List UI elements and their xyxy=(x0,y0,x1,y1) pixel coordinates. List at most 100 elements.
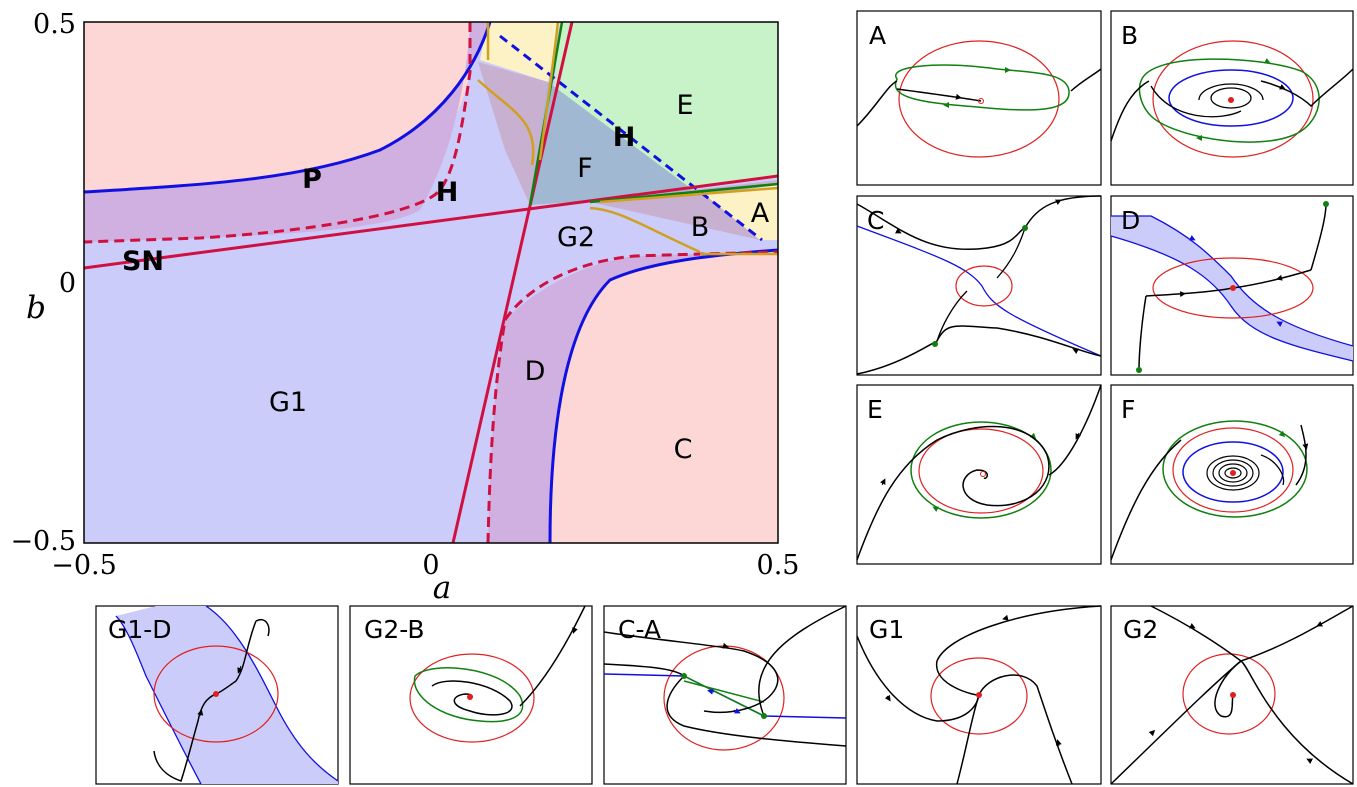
blue-band-fill xyxy=(116,606,338,784)
black-arrow xyxy=(1075,432,1082,440)
black-trajectory xyxy=(1310,203,1327,271)
region-labels: E F A B G2 D C G1 xyxy=(269,90,770,465)
green-cycle xyxy=(1162,420,1308,518)
unit-circle xyxy=(1152,257,1314,319)
unit-circle xyxy=(918,428,1044,514)
bifurcation-diagram: 0.5 0 −0.5 −0.5 0 0.5 a b E F A B G2 D C… xyxy=(10,9,799,606)
blue-manifold xyxy=(1110,235,1354,362)
y-tick-top: 0.5 xyxy=(33,9,76,40)
fixed-point xyxy=(1230,470,1236,476)
black-trajectory xyxy=(1048,384,1102,476)
region-c-fill xyxy=(550,250,778,543)
region-label-e: E xyxy=(676,90,693,121)
fixed-point xyxy=(1228,97,1234,103)
panel-frame xyxy=(1110,195,1354,376)
panel-label-c: C xyxy=(867,206,884,235)
black-trajectory xyxy=(1110,439,1182,561)
black-arrow xyxy=(1302,442,1309,450)
y-tick-mid: 0 xyxy=(59,268,76,299)
curve-p-lower xyxy=(548,248,778,543)
region-d-fill xyxy=(488,250,778,543)
panel-f: F xyxy=(1110,384,1354,565)
fixed-point xyxy=(1230,285,1236,291)
black-arrow xyxy=(572,627,578,634)
black-arrow xyxy=(1002,614,1009,621)
black-trajectory xyxy=(1260,68,1354,108)
black-trajectory xyxy=(1295,424,1307,486)
axis-ticks: 0.5 0 −0.5 −0.5 0 0.5 a b xyxy=(10,9,799,606)
black-trajectory xyxy=(896,88,982,102)
black-arrow xyxy=(1278,83,1286,90)
panel-frame xyxy=(349,605,593,785)
black-arrow xyxy=(894,227,902,234)
black-trajectory xyxy=(603,663,847,747)
panel-frame xyxy=(856,605,1102,785)
black-trajectory xyxy=(856,195,1102,250)
panel-frame xyxy=(856,384,1102,565)
unit-circle xyxy=(955,265,1013,307)
fixed-point xyxy=(976,692,982,698)
green-cycle xyxy=(1138,58,1320,143)
region-label-c: C xyxy=(674,434,693,465)
saddle-point xyxy=(932,341,938,347)
fixed-point xyxy=(467,694,473,700)
blue-cycle xyxy=(1168,69,1294,127)
unit-circle xyxy=(153,645,279,743)
panel-e: E xyxy=(856,384,1102,565)
curve-sn-2 xyxy=(451,22,574,543)
black-trajectory xyxy=(1150,85,1242,118)
green-arrow xyxy=(1278,430,1286,438)
spiral-trajectory xyxy=(856,425,1050,561)
unit-circle xyxy=(1172,427,1294,513)
region-label-b: B xyxy=(691,212,710,243)
unit-circle xyxy=(930,657,1028,735)
panel-label-g2: G2 xyxy=(1123,615,1158,644)
panel-g1-d: G1-D xyxy=(95,605,339,785)
black-trajectory xyxy=(996,227,1026,279)
curve-h-lower xyxy=(486,250,778,543)
black-arrow xyxy=(237,665,243,674)
black-arrow xyxy=(1306,758,1314,765)
curve-labels: P H H SN xyxy=(122,122,635,277)
panel-label-d: D xyxy=(1121,206,1140,235)
panel-b: B xyxy=(1110,10,1354,186)
black-arrow xyxy=(879,478,886,486)
curve-gold-top xyxy=(477,22,560,166)
panel-label-e: E xyxy=(867,395,883,424)
panel-label-g2-b: G2-B xyxy=(364,615,425,644)
black-arrow xyxy=(1072,348,1080,355)
curve-gold-right xyxy=(589,186,778,254)
curve-homoclinic-right xyxy=(589,182,778,204)
panel-frame xyxy=(1110,384,1354,565)
black-arrow xyxy=(1316,620,1324,627)
blue-arrow xyxy=(1188,234,1196,241)
unit-circle xyxy=(1152,40,1314,158)
spiral-trajectory xyxy=(1214,660,1242,718)
curve-label-h-left: H xyxy=(436,177,459,208)
blue-manifold xyxy=(1111,215,1354,347)
green-cycle xyxy=(910,421,1052,519)
black-trajectory xyxy=(1070,68,1102,92)
green-cycle xyxy=(413,667,524,723)
blue-arrow xyxy=(707,688,715,695)
black-trajectory xyxy=(1138,295,1147,371)
curve-p-upper xyxy=(84,22,492,194)
region-label-f: F xyxy=(577,153,593,184)
black-trajectory xyxy=(758,605,847,717)
panel-frame xyxy=(856,10,1102,186)
panel-label-g1: G1 xyxy=(869,615,904,644)
blue-arrow xyxy=(1276,321,1284,328)
black-trajectory xyxy=(1110,660,1242,785)
black-arrow xyxy=(1148,729,1156,737)
black-trajectory xyxy=(1240,605,1354,662)
black-trajectory xyxy=(856,80,898,127)
green-connection xyxy=(683,680,765,703)
panel-g1: G1 xyxy=(856,605,1102,785)
black-arrow xyxy=(1055,739,1062,747)
unit-circle xyxy=(409,653,535,743)
panel-d: D xyxy=(1110,195,1354,376)
black-arrow xyxy=(197,709,204,717)
x-tick-left: −0.5 xyxy=(51,550,117,581)
unit-circle xyxy=(898,40,1060,158)
black-trajectory xyxy=(255,619,270,637)
